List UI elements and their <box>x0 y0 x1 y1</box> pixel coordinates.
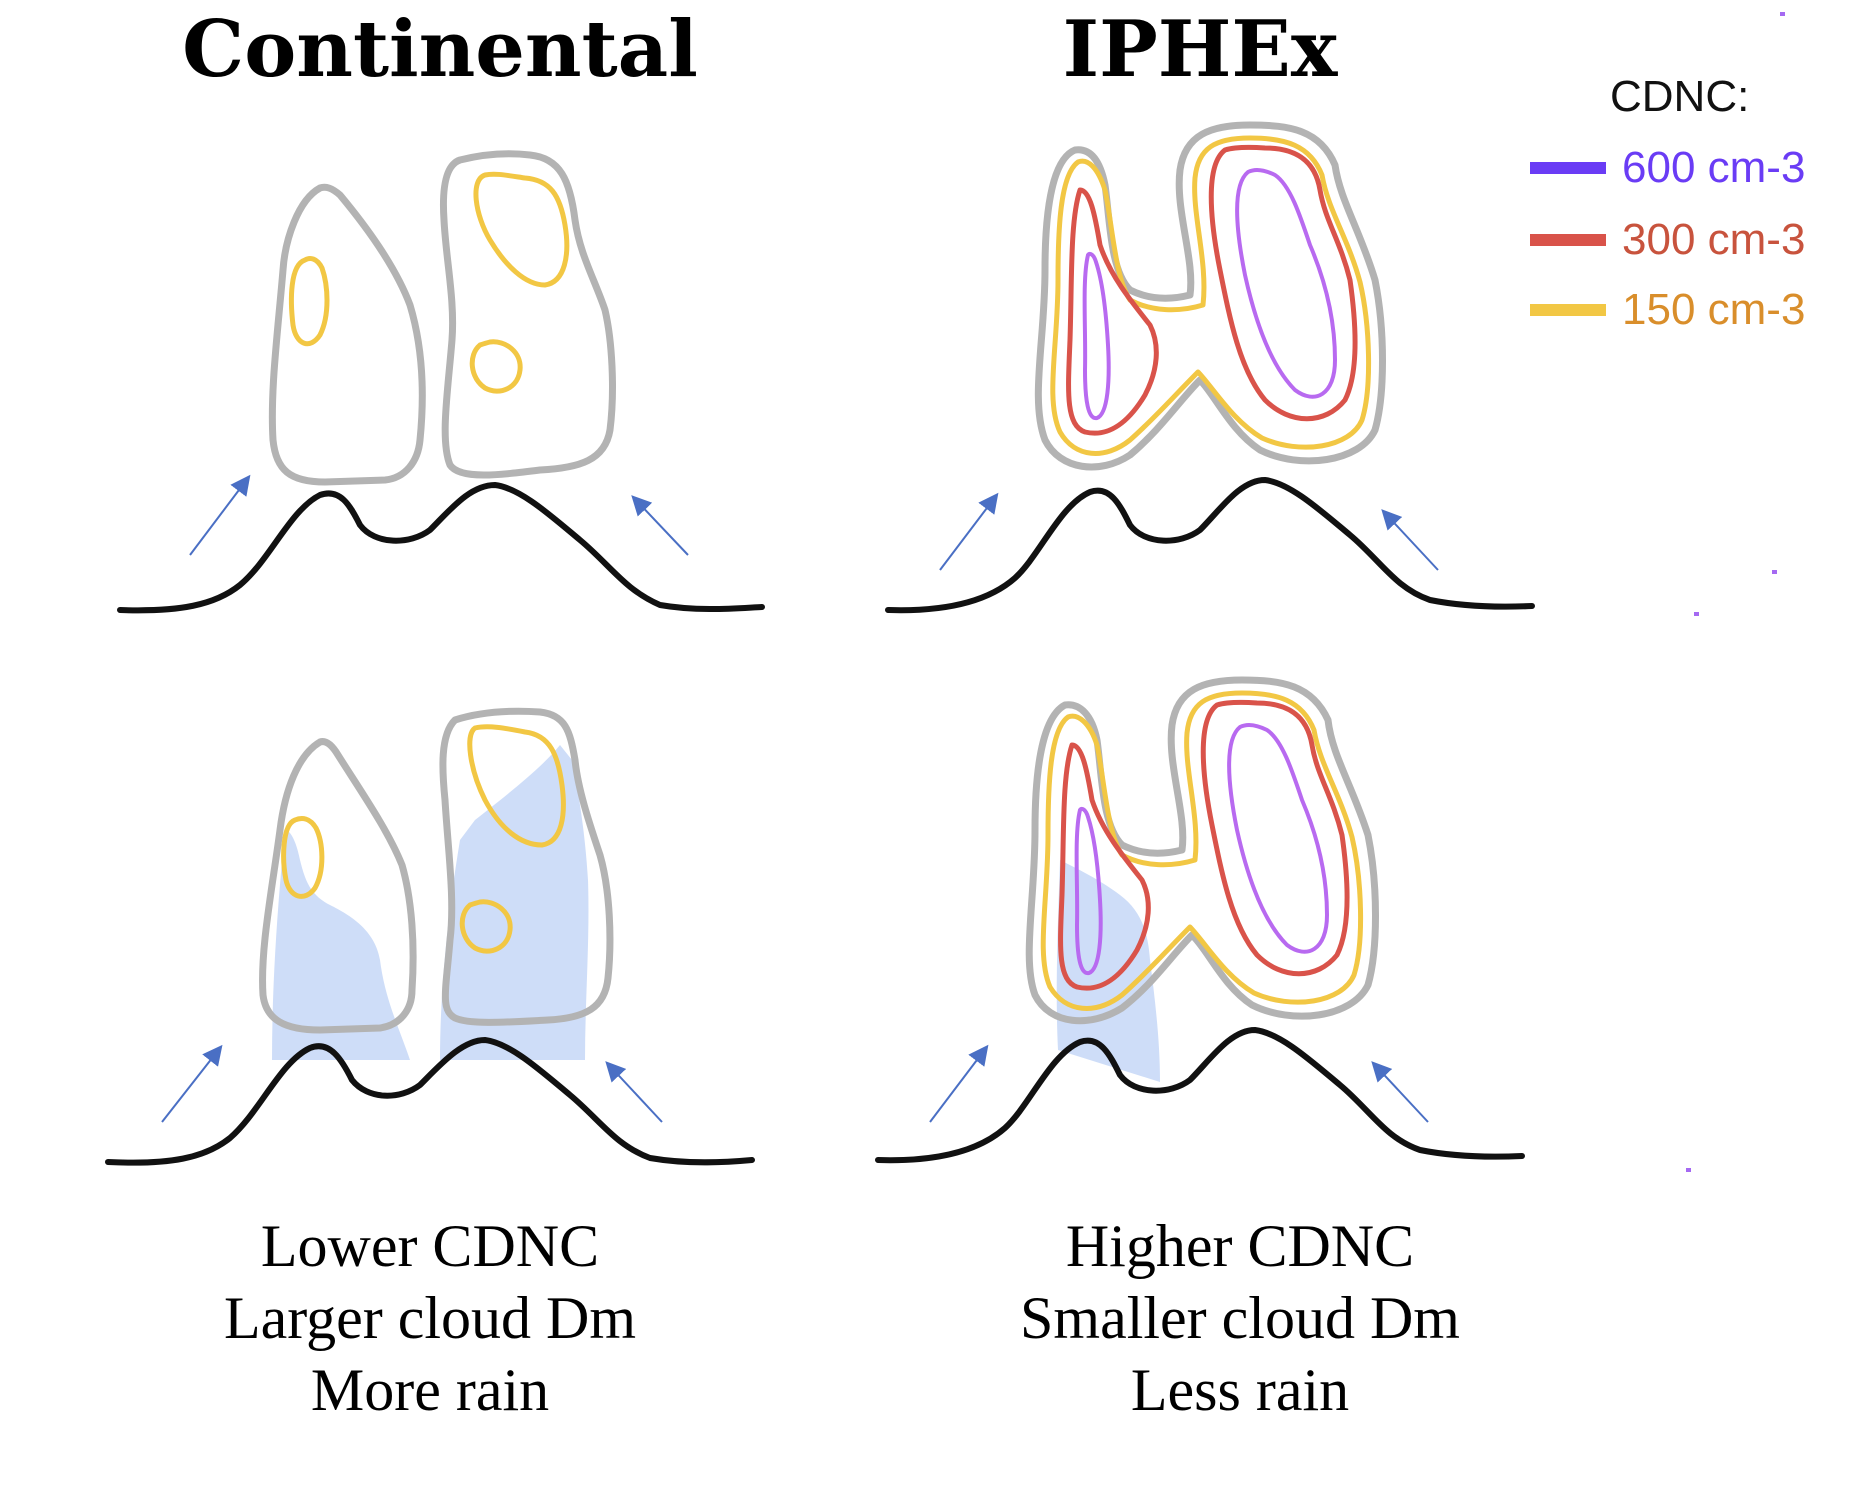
cdnc-150-contour <box>281 816 325 899</box>
stray-mark <box>1772 570 1777 574</box>
rain-shading <box>440 745 589 1060</box>
cloud-outline-left <box>259 738 417 1034</box>
cdnc-300-contour <box>1066 187 1159 436</box>
panel-iphex-bottom <box>875 676 1525 1164</box>
stray-mark <box>1686 1168 1691 1172</box>
legend-label: 300 cm-3 <box>1622 215 1806 264</box>
legend-item-150: 150 cm-3 <box>1530 280 1805 340</box>
title-iphex: IPHEx <box>1062 4 1338 95</box>
legend-item-600: 600 cm-3 <box>1530 138 1805 198</box>
cdnc-300-contour <box>1200 699 1350 977</box>
stray-mark <box>1780 12 1785 16</box>
caption-iphex: Higher CDNC Smaller cloud Dm Less rain <box>950 1210 1530 1426</box>
rain-shading <box>272 830 410 1060</box>
cloud-outline-h <box>1034 121 1386 471</box>
stray-mark <box>1694 612 1699 616</box>
caption-continental: Lower CDNC Larger cloud Dm More rain <box>140 1210 720 1426</box>
wind-arrow <box>929 1044 989 1123</box>
wind-arrow <box>631 495 689 556</box>
cdnc-600-contour <box>1082 251 1111 420</box>
cdnc-150-contour <box>469 339 523 394</box>
terrain-profile <box>105 1036 755 1166</box>
legend-item-300: 300 cm-3 <box>1530 210 1805 270</box>
cloud-outline-right <box>439 707 614 1026</box>
cloud-outline-h <box>1025 676 1379 1025</box>
cdnc-150-contour <box>459 899 513 954</box>
legend-swatch <box>1530 304 1606 316</box>
legend-swatch <box>1530 234 1606 246</box>
wind-arrow <box>1381 509 1439 571</box>
caption-line: Less rain <box>1130 1357 1350 1423</box>
legend-title: CDNC: <box>1610 72 1750 121</box>
title-continental: Continental <box>182 4 698 95</box>
cloud-outline-right <box>439 150 616 479</box>
legend-label: 600 cm-3 <box>1622 143 1806 192</box>
cdnc-300-contour <box>1058 742 1151 991</box>
caption-line: Higher CDNC <box>1065 1213 1415 1279</box>
panel-continental-bottom <box>105 707 755 1166</box>
caption-line: More rain <box>310 1357 550 1423</box>
wind-arrow <box>161 1044 223 1123</box>
wind-arrow <box>605 1061 663 1123</box>
cdnc-150-contour <box>1040 690 1364 1011</box>
rain-shading <box>1056 860 1160 1082</box>
caption-line: Lower CDNC <box>260 1213 600 1279</box>
panel-continental-top <box>117 150 765 614</box>
panel-iphex-top <box>885 121 1535 614</box>
caption-line: Smaller cloud Dm <box>1020 1285 1460 1351</box>
legend-label: 150 cm-3 <box>1622 285 1806 334</box>
terrain-profile <box>117 481 765 614</box>
cdnc-150-contour <box>288 256 330 347</box>
legend-swatch <box>1530 162 1606 174</box>
caption-line: Larger cloud Dm <box>223 1285 637 1351</box>
cdnc-150-contour <box>1050 135 1372 456</box>
cdnc-150-contour <box>473 171 570 288</box>
wind-arrow <box>189 474 251 556</box>
terrain-profile <box>885 476 1535 614</box>
terrain-profile <box>875 1026 1525 1164</box>
cdnc-300-contour <box>1208 144 1358 422</box>
wind-arrow <box>939 492 999 571</box>
cdnc-600-contour <box>1227 722 1329 954</box>
wind-arrow <box>1371 1061 1429 1123</box>
cdnc-600-contour <box>1074 806 1103 975</box>
cdnc-150-contour <box>467 724 566 848</box>
cdnc-600-contour <box>1235 167 1337 399</box>
cloud-outline-left <box>268 183 426 486</box>
